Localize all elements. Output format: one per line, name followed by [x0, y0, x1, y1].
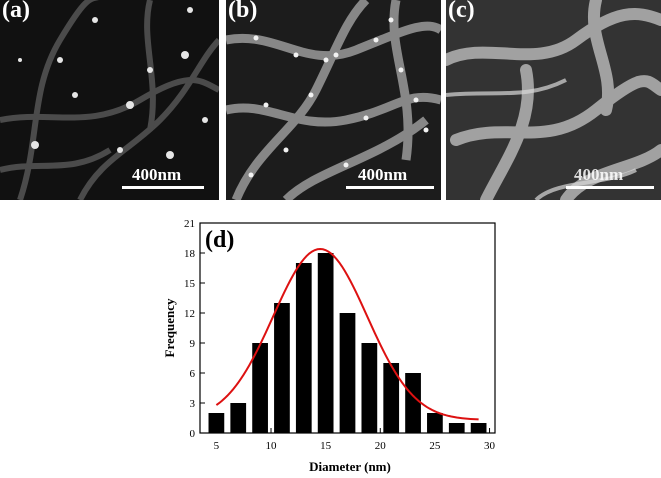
bar-27nm	[448, 423, 465, 433]
sem-image-b	[226, 0, 441, 200]
panel-label-a: (a)	[2, 0, 30, 23]
y-axis-label: Frequency	[162, 298, 177, 357]
y-tick-label-3: 3	[190, 398, 196, 410]
bar-17nm	[339, 313, 356, 433]
y-tick-label-12: 12	[184, 308, 195, 320]
y-tick-label-18: 18	[184, 248, 196, 260]
bar-13nm	[295, 263, 312, 433]
x-tick-label-20: 20	[375, 440, 387, 452]
bar-19nm	[361, 343, 378, 433]
x-tick-label-5: 5	[214, 440, 220, 452]
bar-29nm	[470, 423, 487, 433]
panel-label-c: (c)	[448, 0, 475, 23]
y-tick-label-15: 15	[184, 278, 196, 290]
y-tick-label-6: 6	[190, 368, 196, 380]
scale-bar-label-c: 400nm	[574, 165, 624, 184]
gaussian-fit-curve	[215, 247, 479, 421]
panel-label-b: (b)	[228, 0, 258, 23]
y-tick-label-9: 9	[190, 338, 196, 350]
sem-panel-b: (b) 400nm	[226, 0, 441, 200]
bar-9nm	[252, 343, 268, 433]
histogram-chart: 5 10 15 20 25 30 0 3 6 9 12 15 18 21 (d) Diameter (nm…	[162, 218, 496, 474]
x-tick-label-30: 30	[484, 440, 496, 452]
bar-25nm	[427, 413, 443, 433]
y-tick-label-0: 0	[190, 428, 196, 440]
plot-frame	[199, 222, 496, 434]
sem-panel-c: (c) 400nm	[446, 0, 661, 200]
scale-bar-a	[122, 186, 204, 189]
bar-23nm	[405, 373, 421, 433]
sem-panel-a: (a) 400nm	[0, 0, 219, 200]
x-tick-label-10: 10	[266, 440, 278, 452]
bar-7nm	[230, 403, 247, 433]
bar-15nm	[317, 253, 334, 433]
y-tick-label-21: 21	[184, 218, 195, 230]
bar-5nm	[208, 413, 225, 433]
x-tick-label-15: 15	[320, 440, 332, 452]
bar-11nm	[274, 303, 290, 433]
x-axis-label: Diameter (nm)	[309, 459, 391, 474]
sem-image-c	[446, 0, 661, 200]
x-tick-label-25: 25	[429, 440, 441, 452]
scale-bar-c	[566, 186, 654, 189]
bar-21nm	[383, 363, 400, 433]
scale-bar-b	[346, 186, 434, 189]
scale-bar-label-b: 400nm	[358, 165, 408, 184]
panel-label-d: (d)	[205, 227, 234, 253]
scale-bar-label-a: 400nm	[132, 165, 182, 184]
sem-image-a	[0, 0, 219, 200]
